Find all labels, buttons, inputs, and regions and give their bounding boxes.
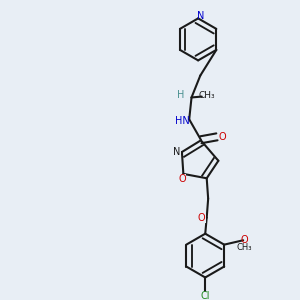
Text: CH₃: CH₃	[237, 243, 252, 252]
Text: H: H	[177, 89, 184, 100]
Text: Cl: Cl	[200, 291, 210, 300]
Text: CH₃: CH₃	[198, 92, 215, 100]
Text: N: N	[173, 147, 180, 157]
Text: O: O	[241, 235, 248, 245]
Text: O: O	[218, 132, 226, 142]
Text: HN: HN	[175, 116, 189, 126]
Text: N: N	[197, 11, 204, 21]
Text: O: O	[198, 213, 205, 223]
Text: O: O	[178, 174, 186, 184]
